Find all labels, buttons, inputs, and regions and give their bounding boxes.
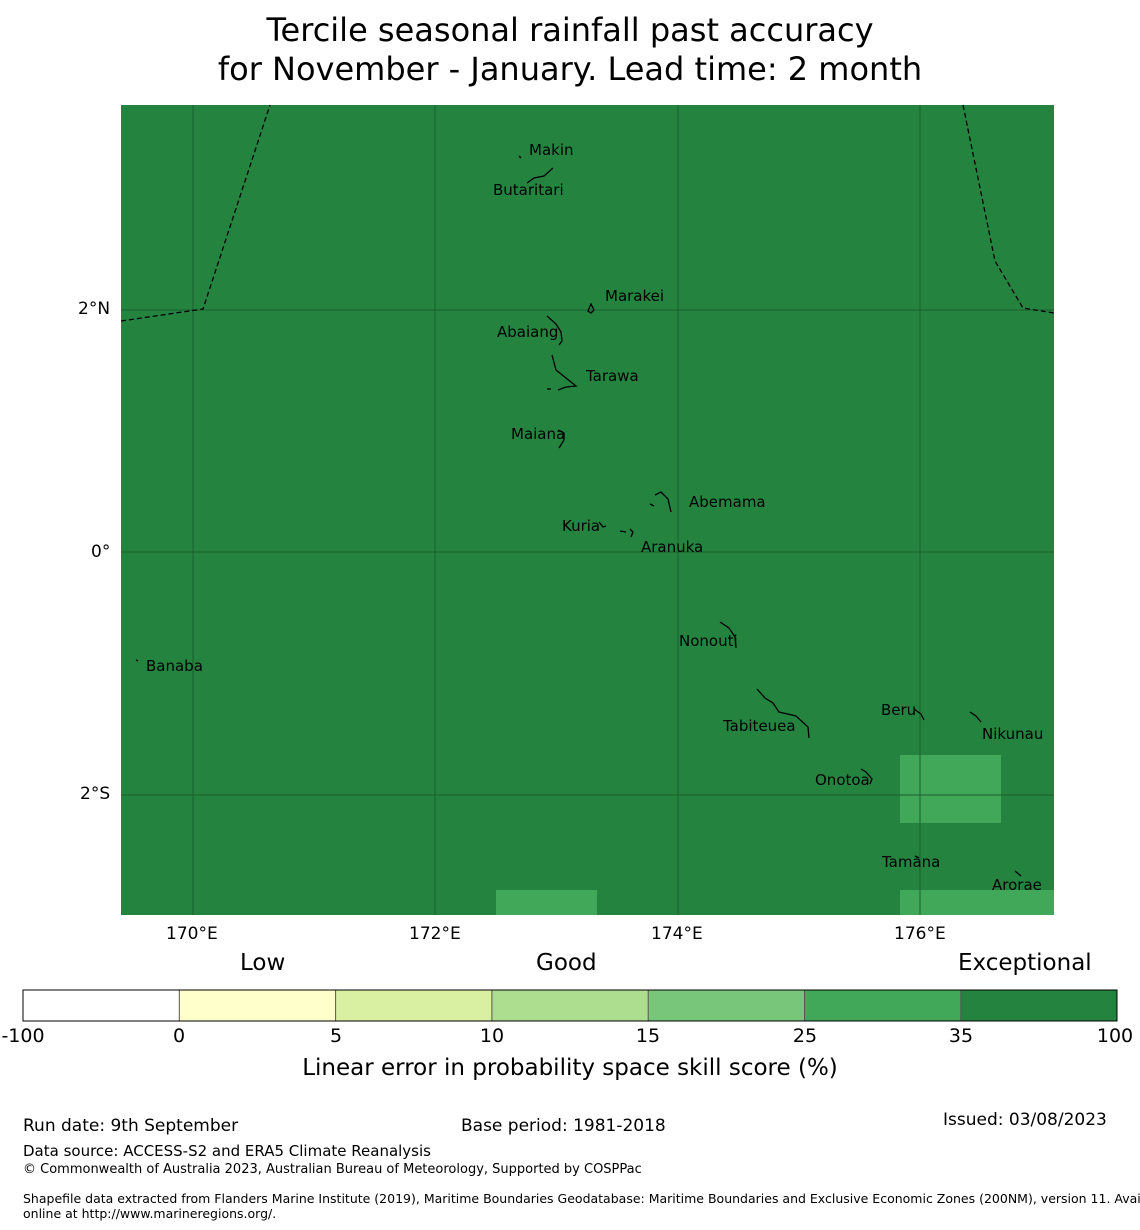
colorbar-frame [22, 989, 1118, 1022]
island-label: Nonouti [679, 632, 738, 650]
island-label: Abemama [689, 493, 766, 511]
island-label: Nikunau [982, 725, 1043, 743]
y-tick-label: 2°N [78, 299, 111, 319]
colorbar-segment [804, 990, 961, 1021]
run-date: Run date: 9th September [23, 1116, 239, 1136]
colorbar-tick-label: 100 [1096, 1025, 1134, 1047]
colorbar-segment [179, 990, 336, 1021]
colorbar-segment [960, 990, 1117, 1021]
colorbar-tick-label: 35 [948, 1025, 974, 1047]
x-tick-label: 172°E [409, 924, 461, 944]
x-tick-label: 170°E [166, 924, 218, 944]
island-label: Kuria [562, 517, 600, 535]
island-outlines [135, 155, 1022, 877]
butaritari-outline [526, 167, 554, 184]
island-label: Tabiteuea [722, 717, 796, 735]
island-label: Arorae [992, 876, 1042, 894]
abemama-outline [654, 491, 672, 513]
island-label: Aranuka [641, 538, 703, 556]
map-background [121, 105, 1054, 915]
colorbar-segment [648, 990, 805, 1021]
island-label: Tarawa [585, 367, 639, 385]
map-title-line-1: Tercile seasonal rainfall past accuracy [266, 11, 874, 49]
island-label: Banaba [146, 657, 203, 675]
island-label: Onotoa [815, 771, 870, 789]
tarawa-outline [551, 354, 578, 391]
abemama-islet [649, 503, 655, 507]
colorbar-tick-label: 5 [329, 1025, 343, 1047]
island-label: Beru [881, 701, 916, 719]
abaiang-outline [546, 315, 563, 346]
colorbar-tick-label: 10 [479, 1025, 505, 1047]
island-label: Makin [529, 141, 574, 159]
base-period: Base period: 1981-2018 [461, 1116, 666, 1136]
gridlines [121, 105, 1054, 915]
colorbar-tick-label: -100 [1, 1025, 45, 1047]
marakei-outline [587, 302, 595, 314]
maiana-outline [557, 429, 565, 449]
island-label: Maiana [511, 425, 565, 443]
colorbar-category-label: Exceptional [958, 950, 1092, 976]
shapefile-credit-line-2: online at http://www.marineregions.org/. [23, 1206, 277, 1221]
copyright-notice: © Commonwealth of Australia 2023, Austra… [23, 1162, 642, 1177]
tamana-outline [914, 855, 920, 859]
colorbar-segment [491, 990, 649, 1021]
nikunau-outline [969, 711, 982, 723]
colorbar-category-label: Low [240, 950, 286, 976]
island-label: Butaritari [493, 181, 564, 199]
y-tick-label: 0° [91, 542, 111, 562]
aranuka-outline [619, 528, 634, 538]
skill-cell [900, 755, 1001, 823]
colorbar-axis-label: Linear error in probability space skill … [302, 1055, 838, 1081]
data-source: Data source: ACCESS-S2 and ERA5 Climate … [23, 1142, 431, 1160]
skill-cell [900, 890, 1054, 915]
colorbar-segment [335, 990, 492, 1021]
colorbar-tick-label: 0 [172, 1025, 186, 1047]
island-labels: Makin Butaritari Marakei Abaiang Tarawa … [146, 141, 1043, 894]
map-title-line-2: for November - January. Lead time: 2 mon… [217, 50, 923, 88]
y-tick-label: 2°S [80, 784, 111, 804]
colorbar-category-label: Good [536, 950, 597, 976]
issued-date: Issued: 03/08/2023 [943, 1110, 1107, 1130]
shapefile-credit-line-1: Shapefile data extracted from Flanders M… [23, 1191, 1140, 1206]
banaba-outline [135, 659, 139, 662]
arorae-outline [1014, 870, 1022, 877]
colorbar-segment [23, 990, 180, 1021]
colorbar [22, 989, 1118, 1022]
beru-outline [913, 708, 925, 721]
skill-cell [496, 890, 597, 915]
kuria-outline [598, 521, 607, 528]
colorbar-tick-label: 25 [792, 1025, 818, 1047]
x-tick-label: 174°E [651, 924, 703, 944]
eez-boundary [120, 104, 1055, 322]
x-tick-label: 176°E [894, 924, 946, 944]
island-label: Marakei [605, 287, 664, 305]
nonouti-outline [719, 621, 737, 649]
island-label: Tamana [881, 853, 940, 871]
tabiteuea-outline [756, 688, 810, 739]
makin-outline [518, 155, 522, 159]
onotoa-outline [860, 768, 873, 785]
island-label: Abaiang [497, 323, 558, 341]
colorbar-tick-label: 15 [635, 1025, 661, 1047]
